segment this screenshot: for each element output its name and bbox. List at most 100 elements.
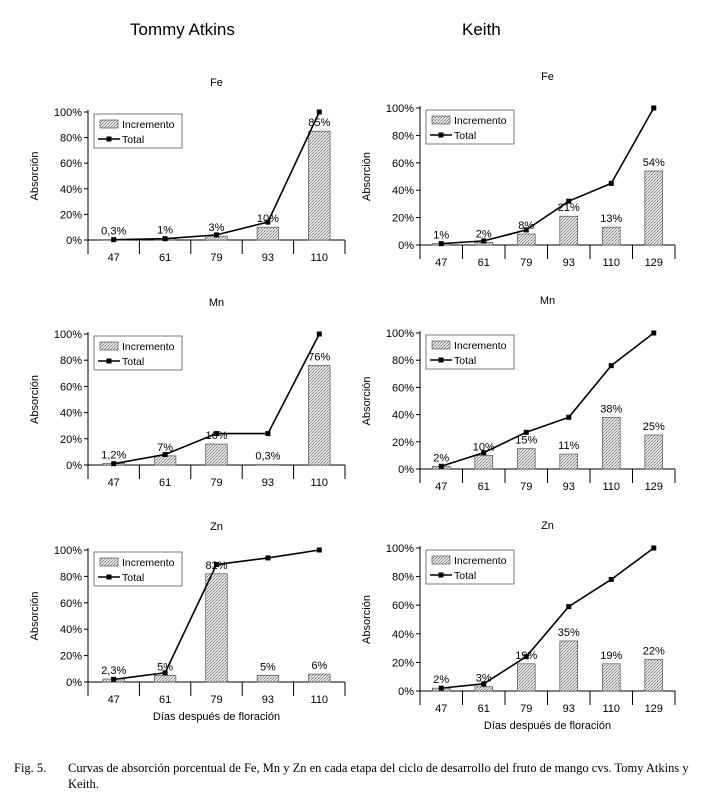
- total-point: [651, 330, 657, 336]
- legend-swatch-incremento: [99, 557, 119, 567]
- bar-data-label: 3%: [209, 222, 225, 234]
- bar-incremento: [644, 170, 664, 246]
- x-tick-label: 61: [159, 694, 171, 706]
- x-tick-label: 79: [210, 252, 222, 264]
- bar-data-label: 85%: [308, 117, 330, 129]
- bar-incremento: [308, 130, 331, 241]
- total-point: [438, 685, 444, 691]
- legend-swatch-incremento: [99, 119, 119, 129]
- total-line: [441, 107, 655, 245]
- total-point: [214, 562, 219, 568]
- total-point: [566, 414, 572, 420]
- total-point: [523, 227, 529, 233]
- bar-incremento: [153, 675, 177, 683]
- bar-incremento: [205, 573, 228, 683]
- y-tick-label: 80%: [60, 355, 82, 367]
- chart-title: Mn: [540, 295, 555, 307]
- figure-panels: Fe 0% 20% 40% 60% 80% 100% 47 61 79 93 110 Absorción…: [29, 71, 676, 732]
- caption-label: Fig. 5.: [14, 761, 47, 775]
- legend-label-incremento: Incremento: [454, 555, 507, 567]
- bar-incremento: [559, 453, 579, 470]
- legend-swatch-total-point: [438, 357, 444, 363]
- bar-incremento: [601, 663, 621, 692]
- y-tick-label: 40%: [392, 629, 414, 641]
- chart-panel-mn-tommy-atkins: Mn 0% 20% 40% 60% 80% 100% 47 61 79 93 110 Absorción…: [29, 297, 346, 489]
- total-point: [162, 670, 168, 676]
- y-tick-label: 0%: [398, 464, 414, 476]
- x-tick-label: 47: [435, 703, 447, 715]
- y-tick-label: 60%: [60, 158, 82, 170]
- bar-incremento: [601, 416, 621, 470]
- bar-incremento: [516, 448, 536, 470]
- y-tick-label: 40%: [392, 185, 414, 197]
- y-axis-label: Absorción: [29, 375, 41, 424]
- y-tick-label: 0%: [398, 240, 414, 252]
- chart-panel-zn-keith: Zn 0% 20% 40% 60% 80% 100% 47 61 79 93 110 129 Absorc…: [361, 520, 676, 732]
- legend-label-incremento: Incremento: [122, 557, 175, 569]
- total-point: [651, 105, 657, 111]
- y-tick-label: 20%: [60, 651, 82, 663]
- y-tick-label: 20%: [60, 434, 82, 446]
- x-tick-label: 47: [108, 252, 120, 264]
- x-tick-label: 93: [563, 257, 575, 269]
- column-title-tommy-atkins: Tommy Atkins: [130, 20, 235, 39]
- bar-incremento: [256, 464, 280, 466]
- total-line: [441, 547, 655, 689]
- bar-data-label: 1%: [157, 225, 173, 237]
- y-tick-label: 60%: [60, 598, 82, 610]
- bar-data-label: 13%: [600, 213, 622, 225]
- bar-incremento: [256, 675, 280, 683]
- bar-incremento: [559, 215, 579, 246]
- total-point: [608, 576, 614, 582]
- total-point: [566, 198, 572, 204]
- y-tick-label: 80%: [392, 572, 414, 584]
- legend-label-total: Total: [454, 570, 476, 582]
- bar-incremento: [308, 365, 331, 466]
- bar-data-label: 25%: [643, 421, 665, 433]
- total-point: [608, 180, 614, 186]
- total-point: [481, 681, 487, 687]
- legend-swatch-incremento: [431, 115, 451, 125]
- x-tick-label: 110: [311, 252, 329, 264]
- y-tick-label: 80%: [392, 130, 414, 142]
- legend-label-total: Total: [122, 134, 144, 146]
- chart-title: Fe: [541, 71, 554, 83]
- y-tick-label: 40%: [392, 410, 414, 422]
- total-point: [265, 219, 271, 225]
- bar-data-label: 0,3%: [255, 451, 280, 463]
- bar-data-label: 1%: [433, 230, 449, 242]
- bar-data-label: 8%: [518, 220, 534, 232]
- x-tick-label: 61: [159, 477, 171, 489]
- bar-incremento: [256, 226, 280, 241]
- total-point: [438, 463, 444, 469]
- total-point: [651, 545, 657, 551]
- total-point: [316, 331, 322, 337]
- y-axis-label: Absorción: [361, 595, 373, 644]
- y-tick-label: 0%: [66, 677, 82, 689]
- x-tick-label: 47: [108, 477, 120, 489]
- total-point: [214, 431, 219, 437]
- x-tick-label: 79: [520, 703, 532, 715]
- x-tick-label: 47: [108, 694, 120, 706]
- bar-data-label: 2,3%: [101, 665, 126, 677]
- bar-data-label: 7%: [157, 442, 173, 454]
- total-point: [265, 555, 271, 561]
- legend-swatch-incremento: [431, 555, 451, 565]
- chart-panel-fe-tommy-atkins: Fe 0% 20% 40% 60% 80% 100% 47 61 79 93 110 Absorción…: [29, 77, 346, 264]
- y-tick-label: 80%: [392, 355, 414, 367]
- legend-label-incremento: Incremento: [122, 341, 175, 353]
- y-tick-label: 40%: [60, 624, 82, 636]
- chart-title: Zn: [541, 520, 554, 532]
- bar-data-label: 11%: [558, 440, 579, 452]
- x-tick-label: 110: [311, 694, 329, 706]
- x-tick-label: 93: [262, 252, 274, 264]
- chart-title: Zn: [210, 521, 223, 533]
- y-tick-label: 20%: [392, 213, 414, 225]
- total-point: [523, 654, 529, 660]
- bar-data-label: 0,3%: [101, 226, 126, 238]
- x-tick-label: 47: [435, 257, 447, 269]
- bar-data-label: 21%: [558, 202, 580, 214]
- legend-label-total: Total: [122, 356, 144, 368]
- legend-label-incremento: Incremento: [454, 115, 507, 127]
- bar-data-label: 54%: [643, 157, 665, 169]
